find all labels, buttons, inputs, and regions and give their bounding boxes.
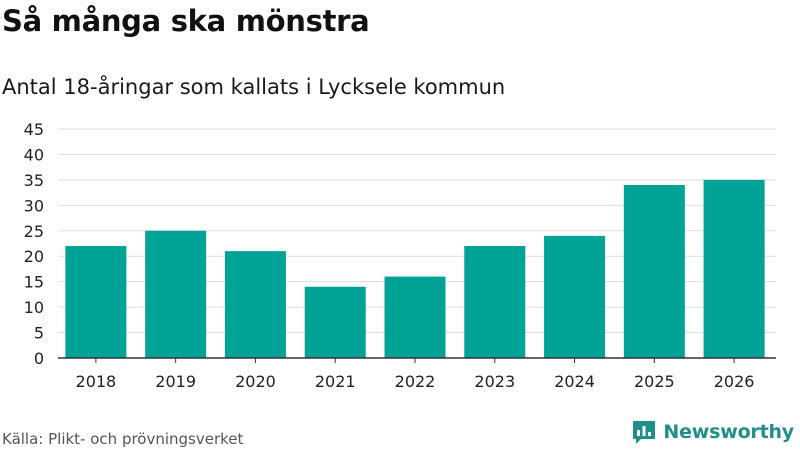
bar bbox=[65, 246, 127, 358]
y-tick-label: 25 bbox=[24, 222, 44, 241]
y-tick-label: 10 bbox=[24, 298, 44, 317]
y-tick-label: 35 bbox=[24, 171, 44, 190]
bar bbox=[145, 230, 207, 358]
newsworthy-logo-icon bbox=[633, 421, 656, 444]
x-tick-label: 2018 bbox=[76, 372, 117, 391]
bar bbox=[464, 246, 526, 358]
chart-title: Så många ska mönstra bbox=[2, 4, 370, 38]
y-tick-label: 45 bbox=[24, 120, 44, 139]
x-tick-label: 2023 bbox=[474, 372, 515, 391]
x-tick-label: 2024 bbox=[554, 372, 595, 391]
chart-subtitle: Antal 18-åringar som kallats i Lycksele … bbox=[2, 75, 506, 99]
y-tick-label: 5 bbox=[34, 324, 44, 343]
y-tick-label: 40 bbox=[24, 145, 44, 164]
x-tick-label: 2020 bbox=[235, 372, 276, 391]
bar bbox=[304, 286, 366, 358]
x-tick-label: 2026 bbox=[714, 372, 755, 391]
brand-logo: Newsworthy bbox=[631, 419, 794, 445]
source-note: Källa: Plikt- och prövningsverket bbox=[2, 430, 244, 448]
bar bbox=[384, 276, 446, 358]
y-tick-label: 20 bbox=[24, 247, 44, 266]
x-tick-label: 2025 bbox=[634, 372, 675, 391]
x-tick-label: 2021 bbox=[315, 372, 356, 391]
bar bbox=[623, 184, 685, 358]
bar bbox=[224, 251, 286, 358]
brand-name: Newsworthy bbox=[663, 421, 794, 443]
y-tick-label: 0 bbox=[34, 349, 44, 368]
x-tick-label: 2019 bbox=[155, 372, 196, 391]
y-tick-label: 30 bbox=[24, 196, 44, 215]
bar bbox=[544, 235, 606, 358]
bar bbox=[703, 179, 765, 358]
x-tick-label: 2022 bbox=[395, 372, 436, 391]
y-tick-label: 15 bbox=[24, 273, 44, 292]
